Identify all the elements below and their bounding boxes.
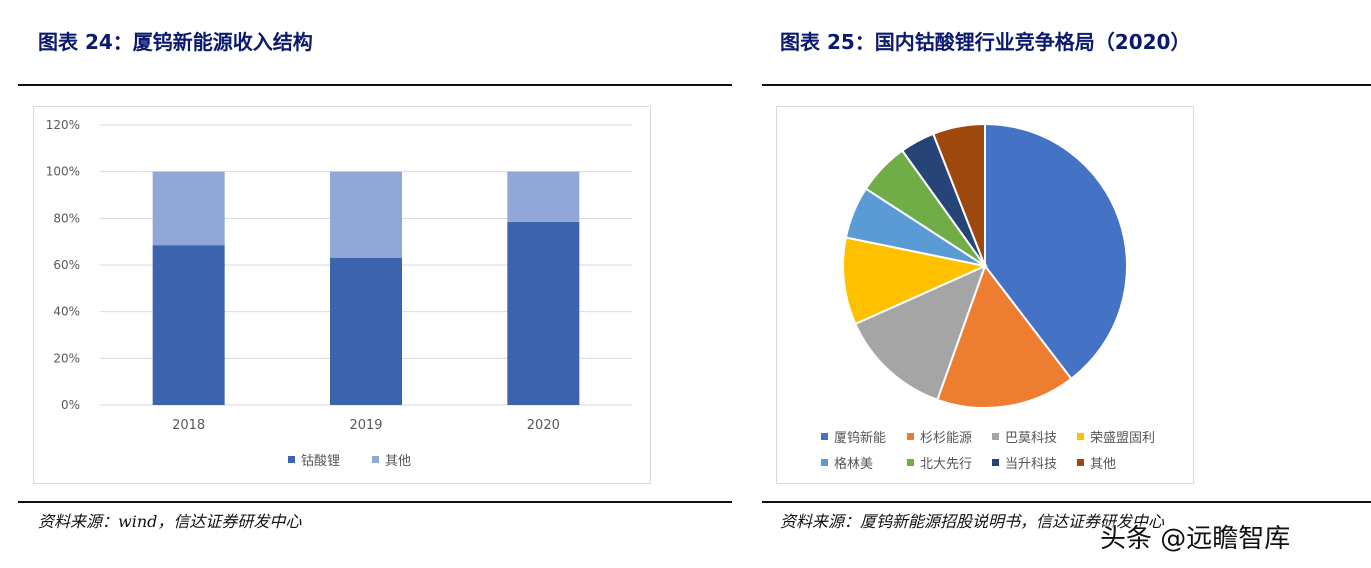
legend-label: 其他: [1090, 457, 1117, 472]
x-tick-label: 2018: [172, 418, 205, 433]
y-tick-label: 0%: [61, 398, 80, 412]
x-tick-label: 2020: [527, 418, 560, 433]
right-source-note: 资料来源：厦钨新能源招股说明书，信达证券研发中心: [780, 512, 1165, 531]
right-title-rule: [762, 84, 1371, 86]
y-tick-label: 20%: [53, 351, 80, 365]
left-title-rule: [18, 84, 732, 86]
left-source-rule: [18, 501, 732, 503]
legend-swatch: [372, 456, 379, 463]
legend-swatch: [907, 459, 914, 466]
y-tick-label: 40%: [53, 305, 80, 319]
legend-swatch: [992, 459, 999, 466]
bar-chart: 0% 20% 40% 60% 80% 100% 120% 2018 2019 2020: [46, 118, 632, 433]
legend-label: 格林美: [834, 457, 874, 472]
legend-swatch: [1077, 459, 1084, 466]
legend-label: 杉杉能源: [920, 431, 973, 446]
pie-slice: [936, 263, 1073, 409]
legend-swatch: [821, 433, 828, 440]
legend-item: 其他: [1077, 453, 1116, 472]
legend-label: 巴莫科技: [1005, 431, 1058, 446]
bar-segment: [330, 258, 402, 405]
y-tick-label: 80%: [53, 211, 80, 225]
watermark: 头条 @远瞻智库: [1100, 524, 1291, 554]
legend-item: 北大先行: [907, 453, 972, 472]
left-source-note: 资料来源：wind，信达证券研发中心: [38, 512, 302, 531]
legend-item: 当升科技: [992, 453, 1057, 472]
bar-segment: [152, 171, 225, 246]
legend-swatch: [992, 433, 999, 440]
legend-swatch: [288, 456, 295, 463]
y-tick-label: 120%: [46, 118, 80, 132]
legend-item: 厦钨新能: [821, 427, 886, 446]
left-chart-title: 图表 24：厦钨新能源收入结构: [38, 30, 313, 54]
right-source-rule: [762, 501, 1371, 503]
bar-chart-frame: 0% 20% 40% 60% 80% 100% 120% 2018 2019 2020 钴酸锂 其他: [33, 106, 651, 484]
legend-item: 巴莫科技: [992, 427, 1057, 446]
legend-label: 厦钨新能: [834, 431, 887, 446]
legend-swatch: [821, 459, 828, 466]
legend-item: 杉杉能源: [907, 427, 972, 446]
pie-slice: [931, 122, 986, 267]
right-chart-title: 图表 25：国内钴酸锂行业竞争格局（2020）: [780, 30, 1191, 54]
y-tick-label: 60%: [53, 258, 80, 272]
legend-item: 格林美: [821, 453, 873, 472]
legend-label: 钴酸锂: [301, 454, 341, 469]
pie-chart-frame: 厦钨新能 杉杉能源 巴莫科技 荣盛盟固利格林美 北大先行 当升科技 其他: [776, 106, 1194, 484]
bar-segment: [330, 171, 402, 258]
bar-segment: [507, 221, 580, 405]
legend-swatch: [907, 433, 914, 440]
pie-slice: [984, 122, 1128, 381]
legend-label: 北大先行: [920, 457, 973, 472]
legend-label: 其他: [385, 454, 412, 469]
bar-legend: 钴酸锂 其他: [34, 107, 650, 483]
pie-legend: 厦钨新能 杉杉能源 巴莫科技 荣盛盟固利格林美 北大先行 当升科技 其他: [777, 107, 1193, 483]
pie-chart: [842, 122, 1128, 409]
bar-segment: [152, 245, 225, 405]
legend-item: 钴酸锂: [288, 450, 340, 469]
pie-slice: [854, 264, 987, 402]
x-tick-label: 2019: [349, 418, 382, 433]
legend-label: 荣盛盟固利: [1090, 431, 1156, 446]
legend-item: 其他: [372, 450, 411, 469]
bar-segment: [507, 171, 580, 222]
legend-item: 荣盛盟固利: [1077, 427, 1155, 446]
legend-swatch: [1077, 433, 1084, 440]
y-tick-label: 100%: [46, 165, 80, 179]
legend-label: 当升科技: [1005, 457, 1058, 472]
